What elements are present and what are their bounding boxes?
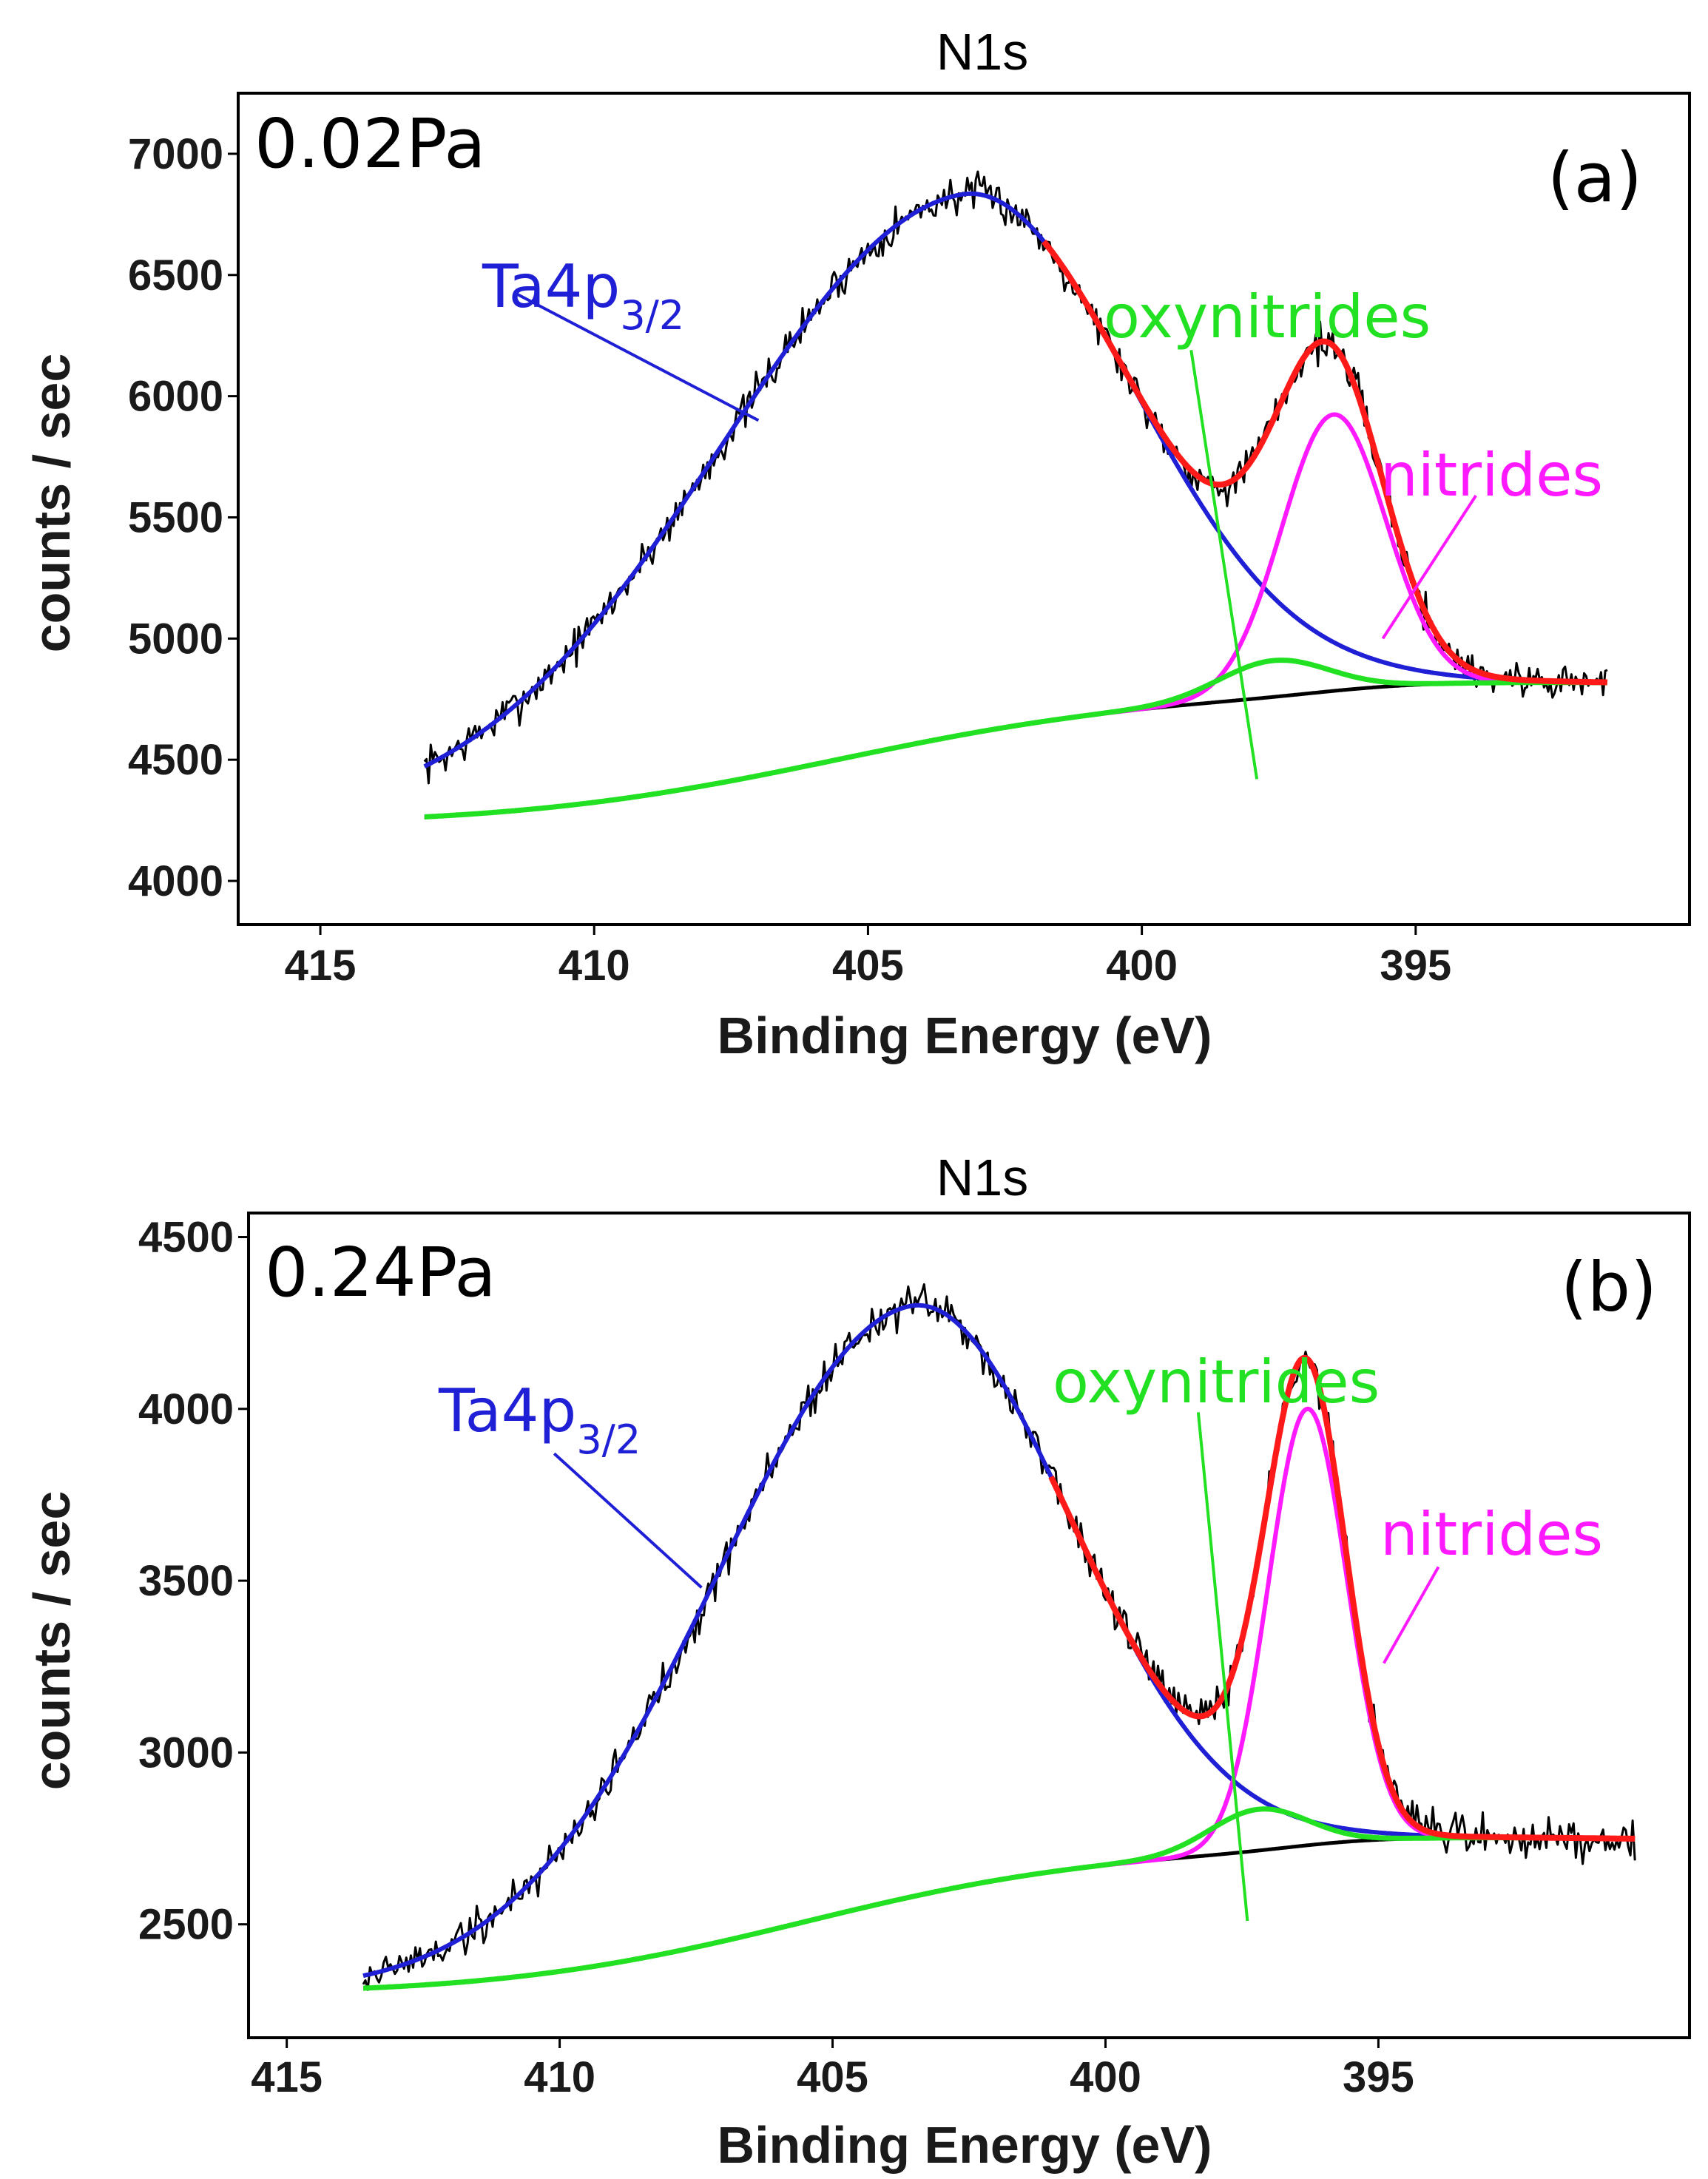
- panel-b-pressure-label: 0.24Pa: [265, 1233, 496, 1312]
- panel-a-nitrides-label: nitrides: [1380, 441, 1603, 510]
- panel-b-x-tick-label-410: 410: [524, 2053, 595, 2101]
- panel-a-ta4p-label: Ta4p3/2: [482, 252, 684, 339]
- panel-b-plot-frame: [247, 1212, 1691, 2039]
- panel-a-x-axis-label: Binding Energy (eV): [718, 1007, 1212, 1064]
- panel-a-y-tick-label-4500: 4500: [128, 736, 223, 784]
- panel-a-pressure-label: 0.02Pa: [254, 104, 486, 183]
- panel-b-y-tick-label-2500: 2500: [138, 1901, 234, 1949]
- panel-b-y-tick-label-3000: 3000: [138, 1729, 234, 1777]
- panel-a-oxynitrides-component-line: [424, 658, 1607, 820]
- panel-a-fit-envelope-line: [1042, 239, 1608, 686]
- panel-a-oxynitrides-label: oxynitrides: [1104, 283, 1431, 351]
- panel-b-x-tick-label-395: 395: [1343, 2053, 1414, 2101]
- panel-a-ta4p-label-sub: 3/2: [620, 292, 684, 339]
- panel-a-x-tick-label-400: 400: [1106, 942, 1178, 990]
- panel-a-x-tick-label-415: 415: [285, 942, 357, 990]
- panel-b-ta4p-label-main: Ta4p: [438, 1376, 576, 1445]
- panel-a-y-axis-label: counts / sec: [23, 354, 81, 653]
- panel-a-y-tick-label-5500: 5500: [128, 493, 223, 541]
- panel-b-x-tick-label-400: 400: [1070, 2053, 1141, 2101]
- panel-a-y-tick-label-7000: 7000: [128, 130, 223, 178]
- panel-b-nitrides-pointer-line: [1383, 1566, 1440, 1664]
- panel-a-x-tick-label-405: 405: [832, 942, 904, 990]
- panel-b-y-tick-label-4500: 4500: [138, 1214, 234, 1262]
- panel-b-x-axis-label: Binding Energy (eV): [718, 2116, 1212, 2174]
- panel-b-fit-envelope-line: [1048, 1354, 1636, 1842]
- panel-b-oxynitrides-pointer-line: [1196, 1412, 1249, 1922]
- panel-a-y-tick-label-5000: 5000: [128, 615, 223, 663]
- panel-b-y-tick-label-4000: 4000: [138, 1385, 234, 1433]
- panel-a-oxynitrides-pointer-line: [1189, 350, 1259, 780]
- panel-a-y-tick-label-6000: 6000: [128, 373, 223, 421]
- panel-a-panel-label: (a): [1547, 138, 1642, 217]
- panel-b-ta4p-component-line: [362, 1303, 1636, 1979]
- panel-a-x-tick-label-410: 410: [558, 942, 630, 990]
- panel-a-title: N1s: [936, 23, 1028, 81]
- panel-a-nitrides-pointer-line: [1381, 494, 1477, 640]
- panel-b-x-tick-label-415: 415: [251, 2053, 323, 2101]
- panel-b-shirley-background-line: [363, 1836, 1636, 1990]
- panel-b-x-tick-label-405: 405: [797, 2053, 868, 2101]
- panel-a-plot-frame: [237, 92, 1691, 926]
- panel-b-ta4p-pointer-line: [553, 1452, 703, 1589]
- panel-a-y-tick-label-4000: 4000: [128, 857, 223, 905]
- panel-a-shirley-background-line: [424, 680, 1607, 819]
- panel-b-title: N1s: [936, 1149, 1028, 1206]
- panel-b-panel-label: (b): [1561, 1248, 1657, 1327]
- panel-a-ta4p-pointer-line: [516, 293, 760, 422]
- panel-a-x-tick-label-395: 395: [1380, 942, 1451, 990]
- panel-b-y-tick-label-3500: 3500: [138, 1557, 234, 1605]
- panel-b-chart: N1s Binding Energy (eV) counts / sec 0.2…: [23, 1149, 1691, 2174]
- panel-b-nitrides-label: nitrides: [1380, 1500, 1603, 1569]
- panel-a-ta4p-label-main: Ta4p: [482, 252, 620, 321]
- panel-a-y-tick-label-6500: 6500: [128, 251, 223, 300]
- panel-b-nitrides-component-line: [363, 1406, 1636, 1990]
- panel-b-oxynitrides-component-line: [363, 1806, 1636, 1991]
- panel-a-chart: N1s Binding Energy (eV) counts / sec 0.0…: [23, 23, 1691, 1064]
- panel-b-ta4p-label: Ta4p3/2: [438, 1376, 641, 1463]
- panel-b-y-axis-label: counts / sec: [23, 1491, 81, 1791]
- panel-b-oxynitrides-label: oxynitrides: [1053, 1348, 1380, 1416]
- panel-b-ta4p-label-sub: 3/2: [576, 1416, 641, 1463]
- panel-a-ta4p-component-line: [423, 191, 1608, 768]
